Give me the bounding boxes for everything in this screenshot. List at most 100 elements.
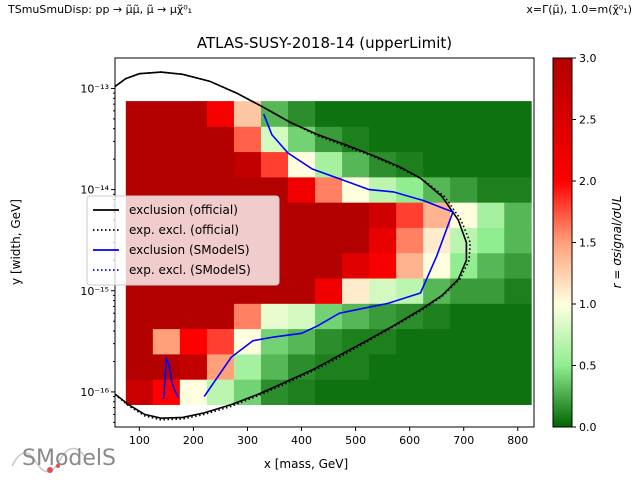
heatmap-cell <box>504 278 532 304</box>
heatmap-cell <box>315 328 343 355</box>
heatmap-cell <box>423 353 451 380</box>
heatmap-cell <box>288 101 316 127</box>
heatmap-cell <box>504 379 532 405</box>
y-tick-label: 10⁻¹⁵ <box>80 285 109 298</box>
heatmap-cell <box>477 227 505 254</box>
heatmap-cell <box>315 227 343 254</box>
heatmap-cell <box>369 202 397 228</box>
heatmap-cell <box>125 328 154 355</box>
heatmap-cell <box>477 252 505 279</box>
heatmap-cell <box>423 303 451 330</box>
heatmap-cell <box>233 151 262 178</box>
heatmap-cell <box>179 328 208 355</box>
heatmap-cell <box>369 278 397 304</box>
heatmap-cell <box>125 303 154 330</box>
heatmap-cell <box>450 303 478 330</box>
heatmap-cell <box>396 227 424 254</box>
heatmap-cell <box>233 303 262 330</box>
heatmap-cell <box>125 151 154 178</box>
heatmap-cell <box>288 202 316 228</box>
heatmap-cell <box>315 278 343 304</box>
heatmap-cell <box>369 227 397 254</box>
colorbar-tick-label: 0.5 <box>579 360 597 373</box>
header-left-label: TSmuSmuDisp: pp → μ̃μ̃, μ̃ → μχ̃⁰₁ <box>8 3 193 16</box>
heatmap-cell <box>450 126 478 153</box>
heatmap-cell <box>288 176 316 203</box>
heatmap-cell <box>450 101 478 127</box>
heatmap-cell <box>233 126 262 153</box>
heatmap-cell <box>477 379 505 405</box>
heatmap-cell <box>315 379 343 405</box>
legend-box <box>86 195 280 286</box>
heatmap-cell <box>396 176 424 203</box>
heatmap-cell <box>342 151 370 178</box>
colorbar-label: r = σsignal/σUL <box>610 196 624 289</box>
heatmap-cell <box>504 202 532 228</box>
heatmap-cell <box>288 227 316 254</box>
x-tick-label: 100 <box>129 434 150 447</box>
legend-label: exp. excl. (official) <box>129 223 239 237</box>
x-axis: 100 200 300 400 500 600 700 800 <box>129 427 528 447</box>
colorbar-tick-label: 3.0 <box>579 52 597 65</box>
colorbar-tick-label: 1.5 <box>579 237 597 250</box>
heatmap-cell <box>315 202 343 228</box>
heatmap-cell <box>342 353 370 380</box>
series-line <box>115 71 472 421</box>
colorbar: 0.0 0.5 1.0 1.5 2.0 2.5 3.0 <box>552 52 597 434</box>
heatmap-cell <box>477 353 505 380</box>
heatmap-cell <box>233 101 262 127</box>
legend-label: exp. excl. (SModelS) <box>129 263 251 277</box>
heatmap-cell <box>152 101 181 127</box>
heatmap-cell <box>423 151 451 178</box>
heatmap-cell <box>260 303 289 330</box>
heatmap-cell <box>206 328 235 355</box>
heatmap-cell <box>342 379 370 405</box>
heatmap-cell <box>342 202 370 228</box>
heatmap-cell <box>369 101 397 127</box>
heatmap-cell <box>396 151 424 178</box>
x-tick-label: 500 <box>345 434 366 447</box>
y-axis-label: y [width, GeV] <box>9 199 23 285</box>
heatmap-cell <box>179 353 208 380</box>
heatmap-cell <box>288 353 316 380</box>
heatmap-cell <box>206 126 235 153</box>
legend: exclusion (official) exp. excl. (official… <box>86 195 280 286</box>
heatmap-cell <box>125 126 154 153</box>
heatmap-cell <box>504 151 532 178</box>
heatmap-cell <box>369 303 397 330</box>
heatmap-cell <box>315 252 343 279</box>
heatmap-cell <box>233 328 262 355</box>
logo-text: SModelS <box>22 446 116 471</box>
series-line <box>203 113 454 397</box>
heatmap-cell <box>179 126 208 153</box>
heatmap-cell <box>152 126 181 153</box>
x-tick-label: 300 <box>237 434 258 447</box>
y-tick-label: 10⁻¹³ <box>80 82 109 95</box>
heatmap-cell <box>450 176 478 203</box>
smodels-logo: SModelS <box>6 440 116 478</box>
heatmap-cell <box>423 328 451 355</box>
x-tick-label: 700 <box>453 434 474 447</box>
heatmap-cell <box>450 278 478 304</box>
heatmap-cell <box>369 126 397 153</box>
heatmap-cell <box>233 379 262 405</box>
heatmap-cell <box>342 252 370 279</box>
x-tick-label: 600 <box>399 434 420 447</box>
colorbar-tick-label: 2.0 <box>579 175 597 188</box>
colorbar-tick-label: 0.0 <box>579 421 597 434</box>
heatmap-cell <box>315 101 343 127</box>
heatmap-cell <box>288 252 316 279</box>
exclusion-curves <box>115 71 472 421</box>
heatmap-cell <box>504 303 532 330</box>
heatmap-cell <box>369 252 397 279</box>
heatmap-cell <box>369 379 397 405</box>
heatmap-cell <box>450 353 478 380</box>
heatmap-cell <box>477 101 505 127</box>
heatmap-cell <box>206 101 235 127</box>
heatmap-cell <box>504 227 532 254</box>
heatmap-cell <box>477 202 505 228</box>
heatmap-cell <box>504 252 532 279</box>
heatmap-cell <box>423 176 451 203</box>
heatmap-cell <box>342 227 370 254</box>
x-tick-label: 800 <box>507 434 528 447</box>
